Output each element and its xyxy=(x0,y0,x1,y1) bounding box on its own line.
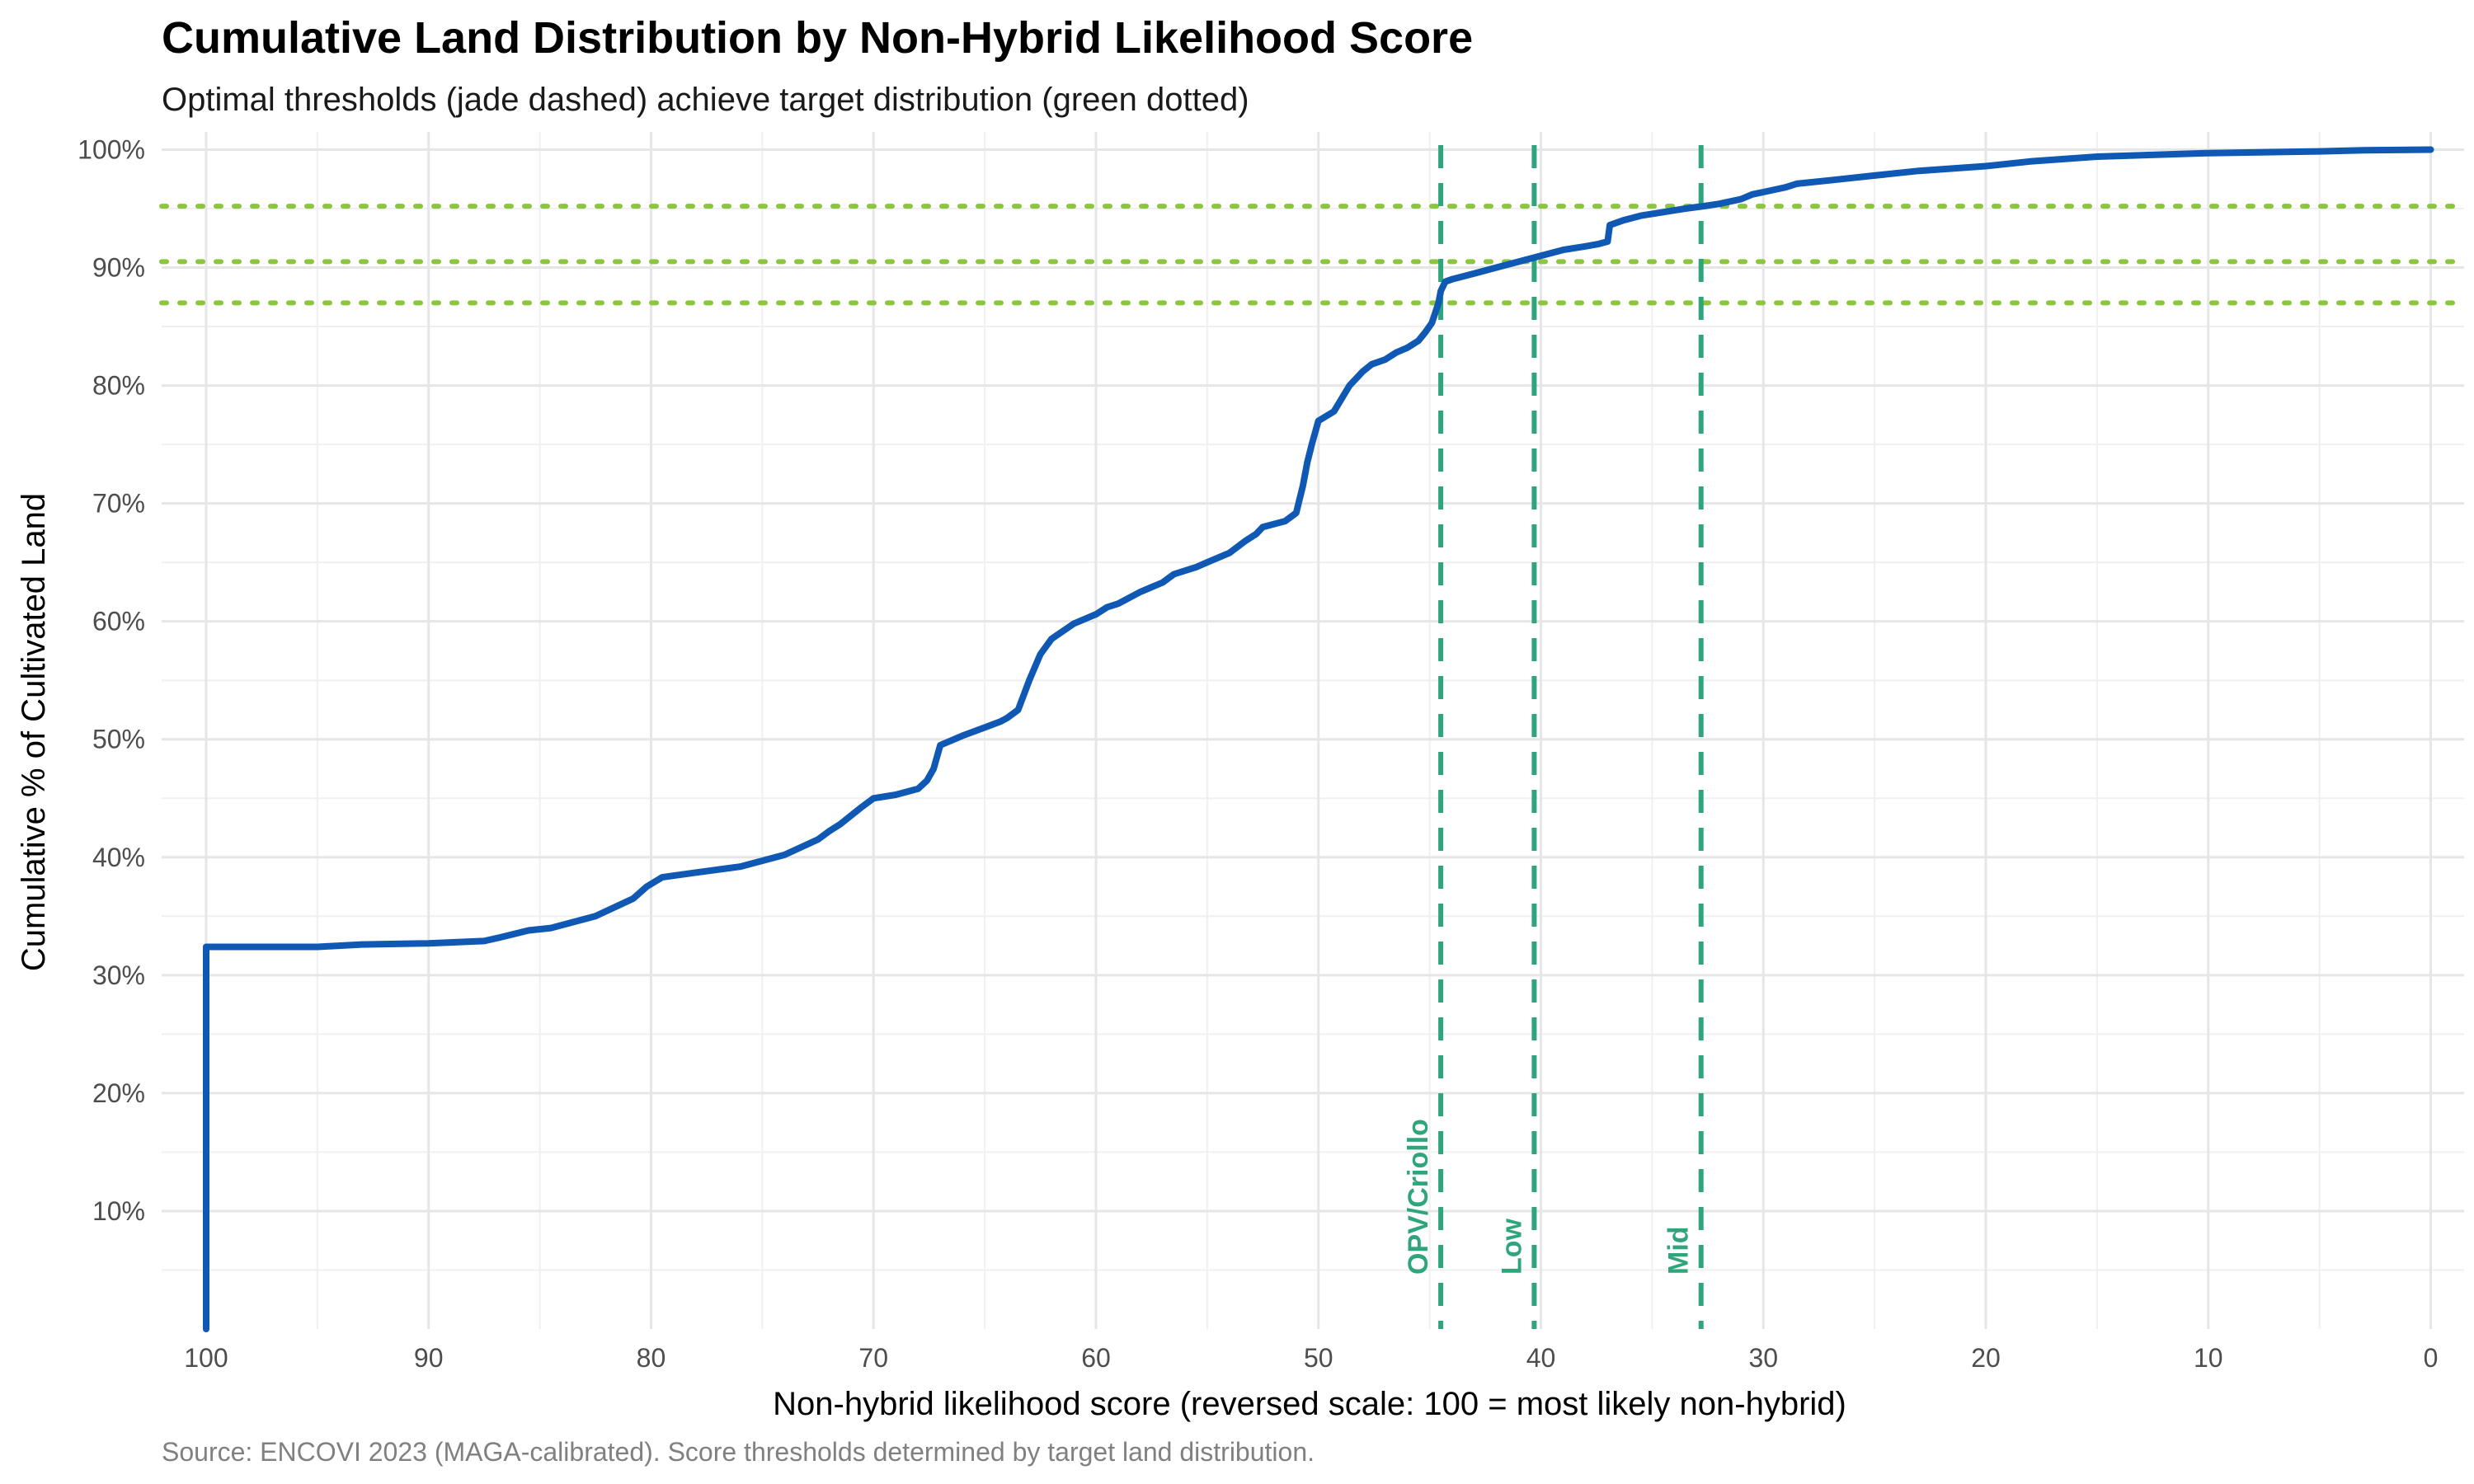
target-lines xyxy=(159,204,2467,306)
chart-title: Cumulative Land Distribution by Non-Hybr… xyxy=(162,13,1473,63)
y-axis-ticks: 10% 20% 30% 40% 50% 60% 70% 80% 90% 100% xyxy=(78,134,145,1225)
x-tick-label: 20 xyxy=(1971,1343,2001,1373)
x-tick-label: 30 xyxy=(1748,1343,1778,1373)
y-tick-label: 50% xyxy=(92,725,145,754)
x-tick-label: 70 xyxy=(858,1343,888,1373)
threshold-lines: OPV/Criollo Low Mid xyxy=(1403,145,1704,1329)
y-tick-label: 100% xyxy=(78,134,145,164)
y-tick-label: 80% xyxy=(92,371,145,401)
y-axis-title: Cumulative % of Cultivated Land xyxy=(16,493,52,971)
x-axis-ticks: 100 90 80 70 60 50 40 30 20 10 0 xyxy=(184,1343,2438,1373)
y-tick-label: 20% xyxy=(92,1078,145,1108)
y-tick-label: 70% xyxy=(92,489,145,519)
cumulative-line xyxy=(203,146,2434,1332)
x-axis-title: Non-hybrid likelihood score (reversed sc… xyxy=(773,1386,1846,1422)
x-tick-label: 90 xyxy=(414,1343,444,1373)
y-tick-label: 40% xyxy=(92,843,145,872)
y-tick-label: 30% xyxy=(92,960,145,990)
x-tick-label: 60 xyxy=(1081,1343,1111,1373)
series xyxy=(203,146,2434,1332)
y-tick-label: 90% xyxy=(92,253,145,283)
y-tick-label: 10% xyxy=(92,1196,145,1226)
x-tick-label: 10 xyxy=(2194,1343,2223,1373)
y-tick-label: 60% xyxy=(92,607,145,636)
caption: Source: ENCOVI 2023 (MAGA-calibrated). S… xyxy=(162,1437,1315,1467)
threshold-label: Low xyxy=(1496,1218,1527,1275)
x-tick-label: 40 xyxy=(1526,1343,1556,1373)
x-tick-label: 100 xyxy=(184,1343,228,1373)
x-tick-label: 0 xyxy=(2424,1343,2439,1373)
chart-subtitle: Optimal thresholds (jade dashed) achieve… xyxy=(162,82,1249,118)
threshold-label: Mid xyxy=(1663,1226,1695,1275)
threshold-label: OPV/Criollo xyxy=(1403,1119,1434,1275)
x-tick-label: 50 xyxy=(1304,1343,1333,1373)
grid xyxy=(162,132,2464,1329)
x-tick-label: 80 xyxy=(637,1343,666,1373)
